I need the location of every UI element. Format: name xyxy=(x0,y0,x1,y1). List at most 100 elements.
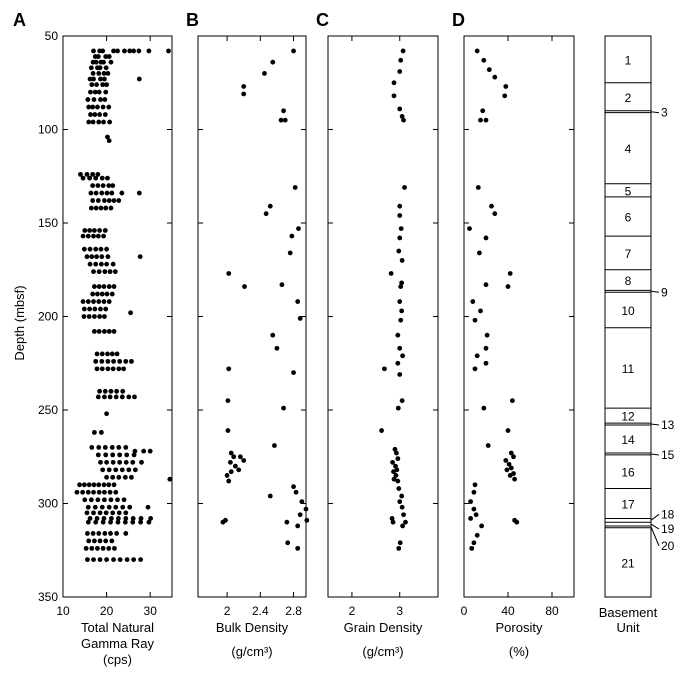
data-point xyxy=(80,489,86,495)
data-point xyxy=(80,175,86,181)
unit-label: 12 xyxy=(621,410,635,424)
data-point xyxy=(95,171,101,177)
data-point xyxy=(85,504,91,510)
data-point xyxy=(90,104,96,110)
data-point xyxy=(397,499,403,505)
data-point xyxy=(107,394,113,400)
data-point xyxy=(85,519,91,525)
data-point xyxy=(119,190,125,196)
data-point xyxy=(296,226,301,232)
data-point xyxy=(472,482,478,488)
data-point xyxy=(91,430,97,435)
data-point xyxy=(130,519,136,525)
data-point xyxy=(104,190,110,196)
data-point xyxy=(103,54,109,59)
data-point xyxy=(103,510,109,516)
data-point xyxy=(89,545,95,551)
data-point xyxy=(262,71,267,76)
data-point xyxy=(220,519,226,525)
data-point xyxy=(95,198,101,203)
data-point xyxy=(506,461,512,467)
data-point xyxy=(279,282,285,288)
data-point xyxy=(399,398,405,404)
data-point xyxy=(102,497,107,503)
data-point xyxy=(94,82,99,88)
unit-leader xyxy=(650,513,660,521)
data-point xyxy=(226,366,232,372)
x-tick-label: 30 xyxy=(144,604,158,618)
data-point xyxy=(102,97,108,102)
data-point xyxy=(88,190,94,196)
data-point xyxy=(108,497,114,503)
data-point xyxy=(84,254,90,260)
data-point xyxy=(117,557,123,562)
data-point xyxy=(106,504,112,510)
data-point xyxy=(390,459,395,465)
data-point xyxy=(90,183,96,189)
panel-frame xyxy=(197,35,307,598)
data-point xyxy=(126,467,132,473)
data-point xyxy=(106,545,112,551)
data-point xyxy=(96,89,102,95)
data-point xyxy=(116,198,122,203)
data-point xyxy=(284,519,290,525)
data-point xyxy=(270,332,276,338)
panel-letter: D xyxy=(452,10,465,30)
unit-label: 17 xyxy=(621,498,635,512)
data-point xyxy=(472,317,478,323)
x-tick-label: 0 xyxy=(461,604,468,618)
data-point xyxy=(391,93,397,99)
unit-label: 19 xyxy=(661,522,675,536)
data-point xyxy=(103,306,109,312)
data-point xyxy=(236,467,242,473)
data-point xyxy=(97,65,103,71)
data-point xyxy=(100,104,106,110)
data-point xyxy=(90,171,96,177)
x-axis-label: Total Natural xyxy=(81,620,154,635)
data-point xyxy=(92,89,98,95)
data-point xyxy=(122,519,128,525)
data-point xyxy=(478,308,483,314)
unit-label: 21 xyxy=(621,556,635,570)
data-point xyxy=(107,489,113,495)
data-point xyxy=(98,459,103,465)
data-point xyxy=(96,482,102,488)
data-point xyxy=(105,134,110,140)
data-point xyxy=(116,474,122,480)
data-point xyxy=(278,117,284,123)
data-point xyxy=(391,469,396,475)
data-point xyxy=(136,76,142,82)
data-point xyxy=(130,459,136,465)
data-point xyxy=(89,254,95,260)
data-point xyxy=(297,315,303,321)
x-axis-label: (g/cm³) xyxy=(362,644,403,659)
data-point xyxy=(507,271,513,276)
data-point xyxy=(483,345,489,351)
data-point xyxy=(292,185,298,190)
data-point xyxy=(115,519,121,525)
data-point xyxy=(81,482,87,488)
data-point xyxy=(108,59,114,65)
data-point xyxy=(95,104,100,110)
data-point xyxy=(87,516,93,521)
data-point xyxy=(80,299,86,304)
data-points xyxy=(379,48,408,551)
unit-label: 11 xyxy=(622,362,635,376)
x-axis-label: (cps) xyxy=(103,652,132,667)
data-point xyxy=(94,366,100,372)
data-point xyxy=(121,497,127,503)
data-point xyxy=(110,183,116,189)
data-point xyxy=(232,463,238,469)
data-point xyxy=(91,314,97,319)
data-point xyxy=(111,482,117,488)
data-point xyxy=(86,314,92,319)
data-point xyxy=(100,82,106,88)
data-point xyxy=(116,366,122,372)
data-point xyxy=(109,190,115,196)
data-point xyxy=(505,284,511,289)
y-tick-label: 50 xyxy=(45,29,59,43)
data-point xyxy=(167,476,173,482)
unit-label: 20 xyxy=(661,539,675,553)
